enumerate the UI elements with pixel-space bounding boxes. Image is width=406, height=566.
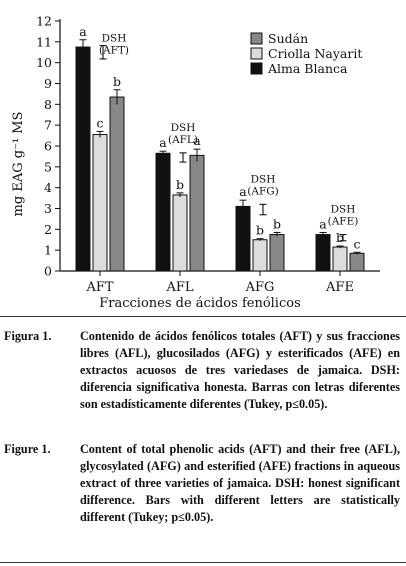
significance-letter: a [193,133,201,148]
caption-spanish: Figura 1. Contenido de ácidos fenólicos … [4,328,400,413]
legend-swatch [250,62,263,75]
bar [172,194,188,272]
bar [315,234,331,272]
caption-label: Figura 1. [4,329,52,343]
y-tick-label: 9 [44,76,52,91]
significance-letter: a [319,216,327,231]
dsh-label: DSH [251,173,276,185]
caption-english: Figure 1. Content of total phenolic acid… [4,441,400,526]
dsh-sublabel: (AFE) [328,216,359,228]
significance-letter: b [273,216,281,231]
bar [349,252,365,272]
y-tick-label: 4 [44,180,52,195]
x-tick-label: AFG [245,280,275,295]
dsh-label: DSH [171,122,196,134]
y-tick-label: 1 [44,243,52,258]
bar-group: a b b DSH(AFG) [235,173,285,272]
significance-letter: a [159,135,167,150]
x-axis-label: Fracciones de ácidos fenólicos [99,296,301,311]
x-axis: AFT AFL AFG AFE [60,270,380,295]
caption-text: Content of total phenolic acids (AFT) an… [80,442,400,524]
caption-rule-bottom [0,562,406,563]
dsh-label: DSH [331,204,356,216]
bar [332,246,348,272]
significance-letter: c [96,115,103,130]
y-tick-label: 0 [44,264,52,279]
y-tick-label: 2 [44,222,52,237]
legend-label: Criolla Nayarit [268,46,362,61]
dsh-sublabel: (AFL) [168,134,198,146]
caption-label: Figure 1. [4,442,51,456]
bar [252,239,268,272]
dsh-label: DSH [102,33,127,45]
bar [235,205,251,272]
bar [269,234,285,272]
bar [155,152,171,272]
significance-letter: a [79,24,87,39]
bar-group: ab c DSH(AFE) [315,204,365,272]
bar [92,134,108,272]
significance-letter: b [113,74,121,89]
significance-letter: b [336,230,344,245]
significance-letter: b [256,223,264,238]
dsh-sublabel: (AFT) [99,45,129,57]
significance-letter: a [239,184,247,199]
legend-label: Alma Blanca [267,61,348,76]
significance-letter: c [353,236,360,251]
x-tick-label: AFE [325,280,354,295]
bar [109,96,125,272]
significance-letter: b [176,177,184,192]
y-tick-label: 7 [44,118,52,133]
x-tick-label: AFL [165,280,193,295]
x-tick-label: AFT [85,280,113,295]
legend-label: Sudán [268,31,308,46]
bar [75,46,91,272]
y-tick-label: 6 [44,139,52,154]
bar-group: a c b DSH(AFT) [75,24,129,272]
legend-swatch [250,32,263,45]
legend-swatch [250,47,263,60]
dsh-sublabel: (AFG) [247,185,278,197]
y-tick-label: 11 [36,34,52,49]
y-tick-label: 5 [44,159,52,174]
y-tick-label: 10 [36,55,52,70]
y-tick-label: 3 [44,201,52,216]
caption-text: Contenido de ácidos fenólicos totales (A… [80,329,400,411]
y-tick-label: 8 [44,97,52,112]
caption-rule-top [0,316,406,317]
bar [189,154,205,272]
y-axis-label: mg EAG g⁻¹ MS [11,112,26,217]
y-tick-label: 12 [36,14,52,29]
